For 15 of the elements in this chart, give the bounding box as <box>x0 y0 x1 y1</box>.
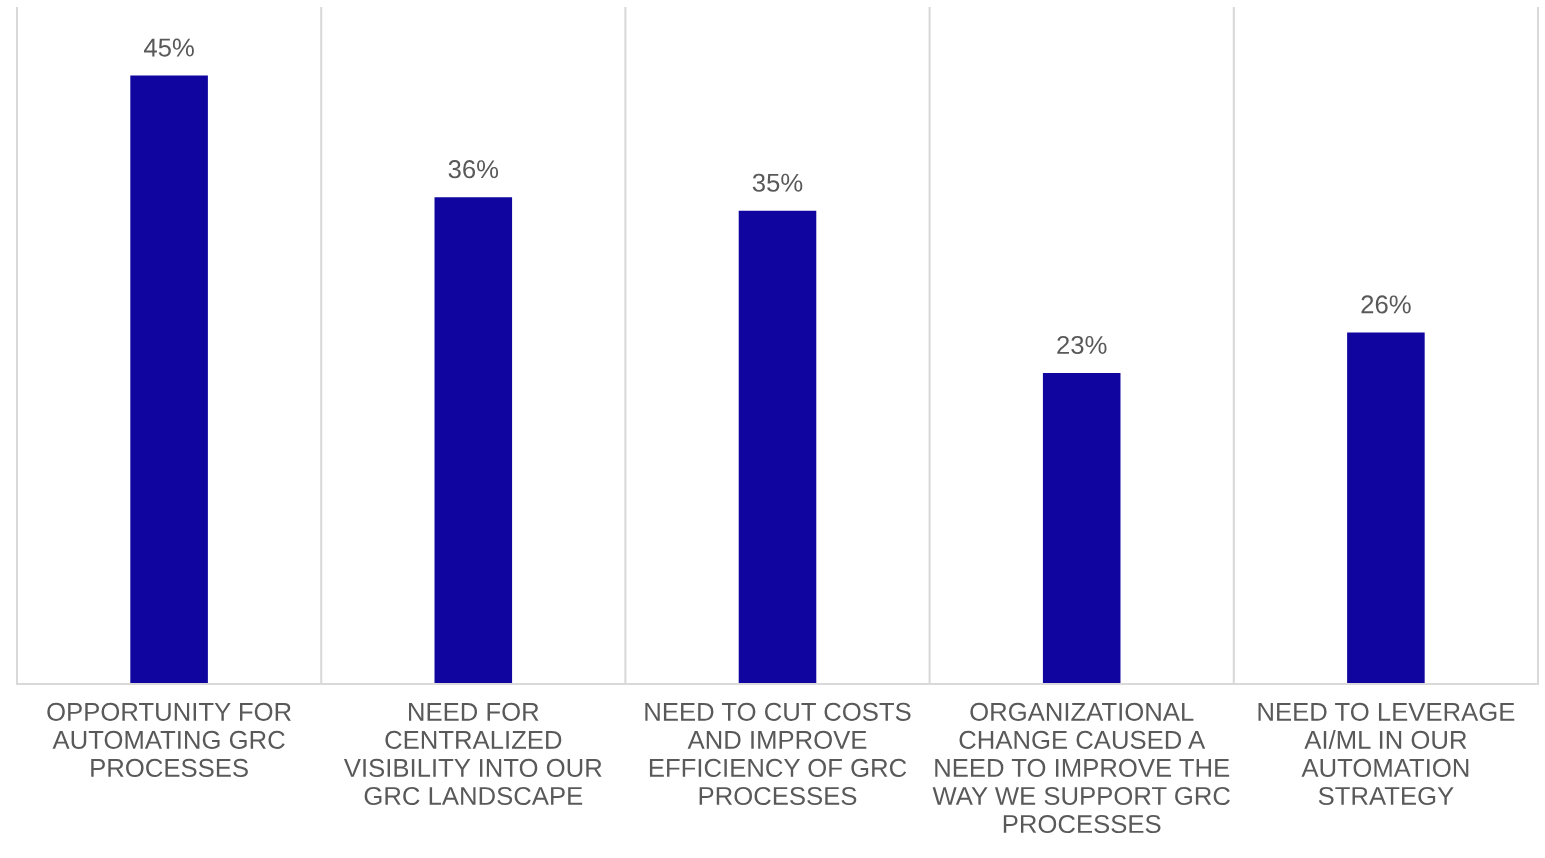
x-tick-label: ORGANIZATIONAL CHANGE CAUSED A NEED TO IMPROVE THE WAY WE SUPPORT GRC PROCESSES <box>932 702 1230 834</box>
data-label: 36% <box>448 160 499 179</box>
bar <box>434 197 513 684</box>
data-label: 23% <box>1057 335 1107 355</box>
bar <box>1042 373 1121 684</box>
x-tick-label: OPPORTUNITY FOR AUTOMATING GRC PROCESSES <box>47 702 291 778</box>
x-tick-label: NEED FOR CENTRALIZED VISIBILITY INTO OUR GRC LANDSCAPE <box>343 702 602 806</box>
x-tick-label: NEED TO LEVERAGE AI/ML IN OUR AUTOMATION STRATEGY <box>1258 702 1515 806</box>
x-tick-label: NEED TO CUT COSTS AND IMPROVE EFFICIENCY OF GRC PROCESSES <box>645 702 911 806</box>
data-label: 45% <box>143 38 194 57</box>
data-label: 35% <box>752 173 803 192</box>
data-label: 26% <box>1361 295 1411 314</box>
bar <box>1347 332 1425 684</box>
bar <box>738 210 817 684</box>
bar <box>130 75 208 684</box>
